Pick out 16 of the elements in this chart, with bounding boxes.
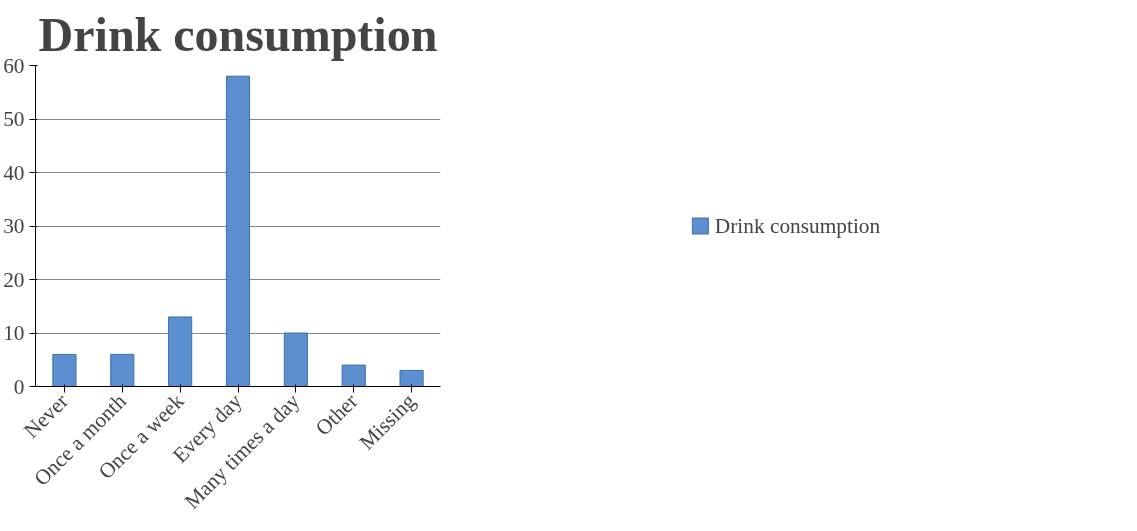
y-tick-label: 0 bbox=[13, 374, 25, 399]
bar bbox=[399, 369, 424, 387]
y-tick-label: 30 bbox=[3, 214, 25, 238]
y-tick-label: 20 bbox=[3, 267, 25, 292]
legend-label: Drink consumption bbox=[714, 213, 881, 238]
y-tick-label: 10 bbox=[3, 321, 25, 345]
chart-title: Drink consumption bbox=[38, 7, 438, 61]
y-tick-label: 40 bbox=[3, 160, 25, 185]
y-tick-label: 60 bbox=[3, 53, 25, 78]
y-tick-label: 50 bbox=[3, 107, 25, 131]
bar bbox=[283, 332, 308, 387]
bar bbox=[110, 353, 135, 387]
bar bbox=[225, 75, 251, 387]
bar bbox=[341, 364, 366, 387]
bar bbox=[52, 353, 77, 387]
bar bbox=[168, 316, 193, 387]
